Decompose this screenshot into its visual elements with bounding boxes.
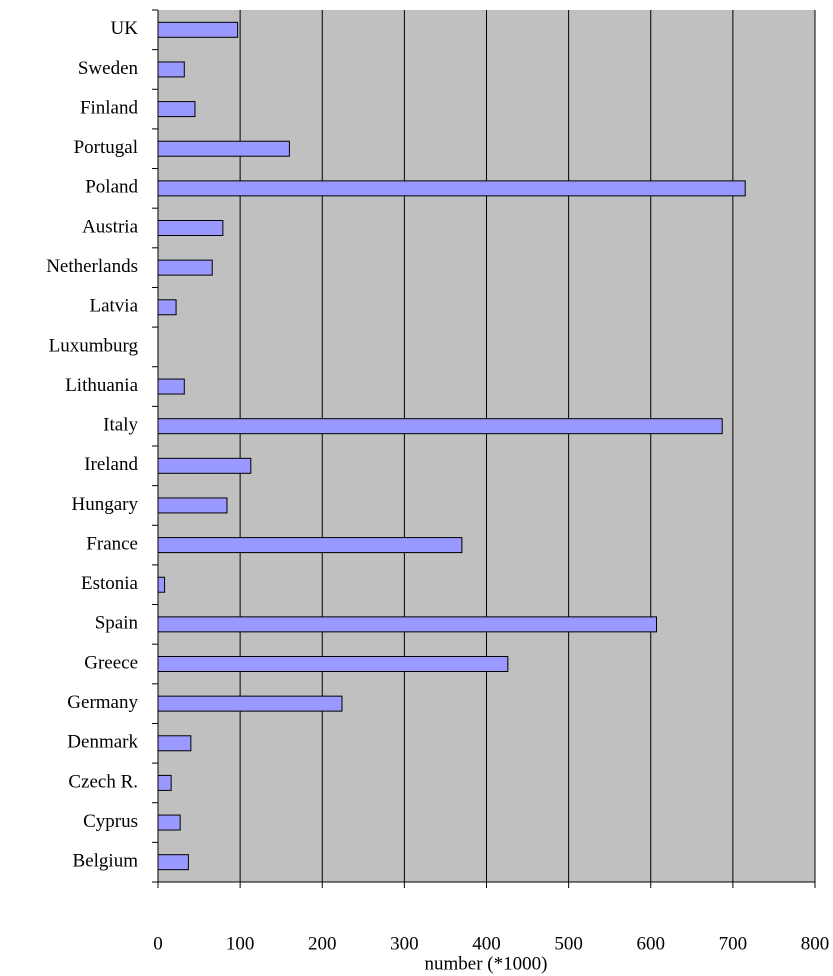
y-tick-label: Netherlands: [46, 256, 138, 277]
bar: [157, 656, 509, 672]
y-tick-label: Denmark: [67, 732, 138, 753]
y-tick-label: Finland: [80, 97, 139, 118]
x-tick-label: 800: [801, 933, 830, 954]
bar: [157, 299, 177, 316]
bar: [157, 457, 252, 474]
bar: [157, 735, 192, 752]
bar: [157, 695, 343, 712]
x-tick-label: 400: [472, 933, 501, 954]
bar: [157, 378, 185, 395]
y-tick-label: Portugal: [74, 137, 138, 158]
x-tick-label: 100: [226, 933, 255, 954]
bar: [157, 854, 189, 871]
bar: [157, 101, 196, 118]
bar: [157, 61, 185, 78]
bar: [157, 616, 657, 633]
y-tick-label: Cyprus: [83, 811, 138, 832]
x-axis-title: number (*1000): [425, 953, 548, 974]
y-tick-label: Spain: [95, 613, 139, 634]
bar: [157, 774, 172, 791]
bar: [157, 418, 723, 435]
y-tick-label: Czech R.: [68, 771, 138, 792]
x-tick-label: 500: [554, 933, 583, 954]
y-tick-label: Luxumburg: [49, 335, 139, 356]
y-tick-label: Lithuania: [65, 375, 138, 396]
bar: [157, 180, 746, 197]
y-tick-label: Hungary: [72, 494, 139, 515]
x-tick-label: 600: [637, 933, 666, 954]
x-tick-label: 700: [719, 933, 748, 954]
y-tick-label: Estonia: [81, 573, 139, 594]
x-tick-label: 0: [153, 933, 163, 954]
bar: [157, 21, 239, 38]
bar: [157, 259, 213, 276]
bar: [157, 497, 228, 514]
y-tick-label: Italy: [103, 415, 138, 436]
y-tick-label: Greece: [84, 652, 138, 673]
bar: [157, 220, 224, 236]
y-tick-label: Belgium: [73, 851, 139, 872]
bar: [157, 576, 166, 593]
y-tick-label: Poland: [85, 177, 138, 198]
x-tick-label: 300: [390, 933, 419, 954]
y-tick-label: Germany: [67, 692, 138, 713]
y-tick-label: UK: [111, 18, 139, 39]
y-tick-label: Ireland: [84, 454, 138, 475]
bar: [157, 814, 181, 831]
y-tick-label: Sweden: [78, 58, 139, 79]
y-tick-label: Austria: [82, 216, 139, 237]
bar: [157, 140, 290, 157]
y-tick-label: Latvia: [89, 296, 138, 317]
bar: [157, 537, 463, 554]
y-tick-label: France: [86, 533, 138, 554]
x-tick-label: 200: [308, 933, 337, 954]
